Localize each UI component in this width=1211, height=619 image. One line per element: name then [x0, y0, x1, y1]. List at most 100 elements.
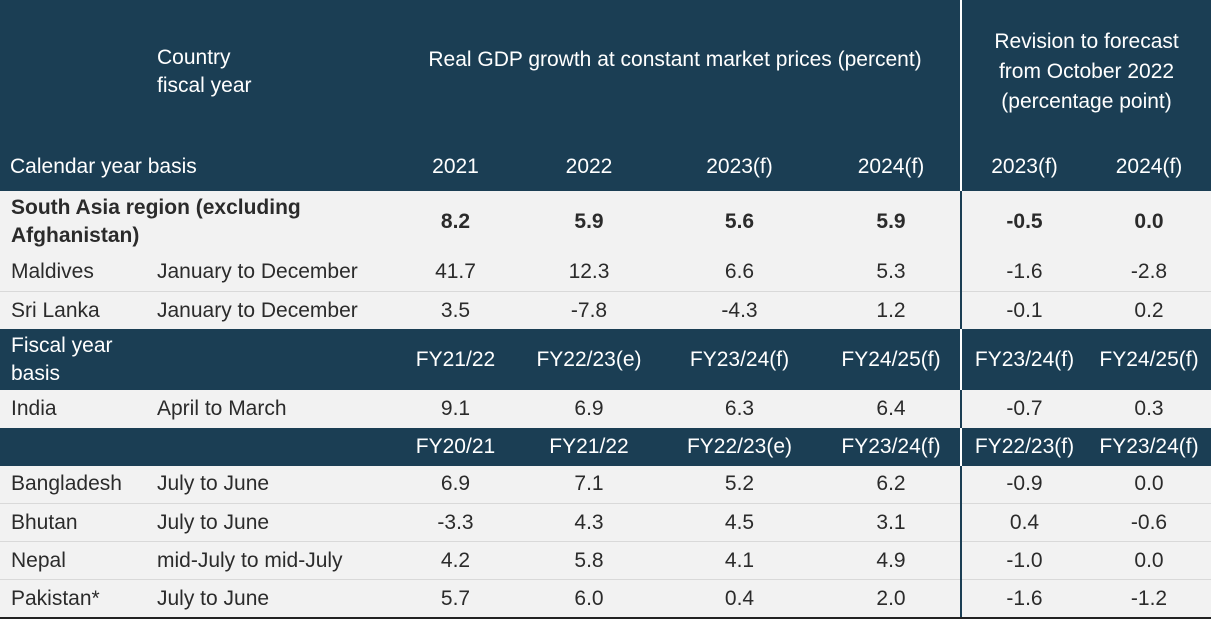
- row-period: April to March: [147, 389, 390, 428]
- row-name: Nepal: [0, 541, 147, 580]
- cell-value: -1.0: [960, 541, 1088, 580]
- cell-value: 3.1: [822, 503, 962, 542]
- cell-value: 5.2: [657, 465, 822, 504]
- table-row: Pakistan* July to June 5.7 6.0 0.4 2.0 -…: [0, 579, 1211, 619]
- cell-value: 4.3: [521, 503, 657, 542]
- row-period: mid-July to mid-July: [147, 541, 390, 580]
- cell-value: 3.5: [390, 290, 521, 330]
- row-name: India: [0, 389, 147, 428]
- fiscal-year-label-2: [0, 427, 390, 466]
- cell-value: 6.0: [521, 579, 657, 619]
- cell-value: -7.8: [521, 290, 657, 330]
- revision-header-line-2: from October 2022: [998, 59, 1175, 83]
- col-header: FY22/23(f): [960, 427, 1088, 466]
- cell-value: -3.3: [390, 503, 521, 542]
- header-spacer: [0, 0, 147, 144]
- calendar-year-header-row: Calendar year basis 2021 2022 2023(f) 20…: [0, 143, 1211, 192]
- col-header: 2023(f): [657, 143, 822, 192]
- calendar-year-label: Calendar year basis: [0, 143, 390, 192]
- cell-value: 7.1: [521, 465, 657, 504]
- table-row: Sri Lanka January to December 3.5 -7.8 -…: [0, 290, 1211, 330]
- fiscal-year-header: fiscal year: [157, 73, 252, 97]
- table-row: Nepal mid-July to mid-July 4.2 5.8 4.1 4…: [0, 541, 1211, 580]
- row-period: July to June: [147, 579, 390, 619]
- col-header: FY23/24(f): [960, 329, 1088, 390]
- col-header: 2021: [390, 143, 521, 192]
- col-header: FY23/24(f): [822, 427, 962, 466]
- cell-value: 6.2: [822, 465, 962, 504]
- revision-header: Revision to forecast from October 2022 (…: [960, 0, 1211, 144]
- cell-value: 4.2: [390, 541, 521, 580]
- row-name: Maldives: [0, 253, 147, 292]
- cell-value: 8.2: [390, 191, 521, 254]
- table-row: Bangladesh July to June 6.9 7.1 5.2 6.2 …: [0, 465, 1211, 504]
- cell-value: -4.3: [657, 290, 822, 330]
- table-row: South Asia region (excluding Afghanistan…: [0, 191, 1211, 254]
- row-period: January to December: [147, 290, 390, 330]
- fiscal-year-label-cell: Fiscal year basis: [0, 329, 390, 390]
- fiscal-year-header-row-2: FY20/21 FY21/22 FY22/23(e) FY23/24(f) FY…: [0, 427, 1211, 466]
- col-header: 2022: [521, 143, 657, 192]
- revision-header-line-1: Revision to forecast: [994, 29, 1179, 53]
- cell-value: 5.8: [521, 541, 657, 580]
- cell-value: 5.9: [521, 191, 657, 254]
- fiscal-year-label: Fiscal year basis: [11, 333, 113, 385]
- cell-value: 5.7: [390, 579, 521, 619]
- col-header: FY22/23(e): [657, 427, 822, 466]
- row-name: Pakistan*: [0, 579, 147, 619]
- cell-value: 9.1: [390, 389, 521, 428]
- col-header: FY20/21: [390, 427, 521, 466]
- cell-value: -1.6: [960, 579, 1088, 619]
- cell-value: 5.3: [822, 253, 962, 292]
- col-header: 2024(f): [1087, 143, 1211, 192]
- cell-value: 0.0: [1087, 541, 1211, 580]
- col-header: FY22/23(e): [521, 329, 657, 390]
- cell-value: 4.1: [657, 541, 822, 580]
- cell-value: 6.9: [521, 389, 657, 428]
- cell-value: -0.1: [960, 290, 1088, 330]
- cell-value: -0.6: [1087, 503, 1211, 542]
- cell-value: -1.2: [1087, 579, 1211, 619]
- col-header: FY21/22: [521, 427, 657, 466]
- row-name: Sri Lanka: [0, 290, 147, 330]
- country-fy-header: Country fiscal year: [147, 0, 390, 144]
- row-period: July to June: [147, 503, 390, 542]
- cell-value: 5.9: [822, 191, 962, 254]
- col-header: 2024(f): [822, 143, 962, 192]
- revision-header-line-3: (percentage point): [1001, 89, 1172, 113]
- cell-value: -2.8: [1087, 253, 1211, 292]
- col-header: FY23/24(f): [1087, 427, 1211, 466]
- cell-value: 0.2: [1087, 290, 1211, 330]
- cell-value: 4.9: [822, 541, 962, 580]
- cell-value: -0.9: [960, 465, 1088, 504]
- col-header: FY24/25(f): [822, 329, 962, 390]
- col-header: FY24/25(f): [1087, 329, 1211, 390]
- cell-value: 6.3: [657, 389, 822, 428]
- cell-value: 0.4: [960, 503, 1088, 542]
- cell-value: 5.6: [657, 191, 822, 254]
- cell-value: 0.0: [1087, 465, 1211, 504]
- real-gdp-header: Real GDP growth at constant market price…: [390, 0, 962, 144]
- cell-value: 41.7: [390, 253, 521, 292]
- table-row: Maldives January to December 41.7 12.3 6…: [0, 253, 1211, 292]
- col-header: FY21/22: [390, 329, 521, 390]
- cell-value: 1.2: [822, 290, 962, 330]
- row-period: July to June: [147, 465, 390, 504]
- row-name: Bangladesh: [0, 465, 147, 504]
- cell-value: 2.0: [822, 579, 962, 619]
- table-row: Bhutan July to June -3.3 4.3 4.5 3.1 0.4…: [0, 503, 1211, 542]
- cell-value: 4.5: [657, 503, 822, 542]
- cell-value: -0.5: [960, 191, 1088, 254]
- col-header: 2023(f): [960, 143, 1088, 192]
- row-name: South Asia region (excluding Afghanistan…: [0, 191, 390, 254]
- col-header: FY23/24(f): [657, 329, 822, 390]
- cell-value: -0.7: [960, 389, 1088, 428]
- cell-value: 0.3: [1087, 389, 1211, 428]
- cell-value: 6.9: [390, 465, 521, 504]
- table-row: India April to March 9.1 6.9 6.3 6.4 -0.…: [0, 389, 1211, 428]
- cell-value: 12.3: [521, 253, 657, 292]
- cell-value: 0.0: [1087, 191, 1211, 254]
- row-name: Bhutan: [0, 503, 147, 542]
- cell-value: -1.6: [960, 253, 1088, 292]
